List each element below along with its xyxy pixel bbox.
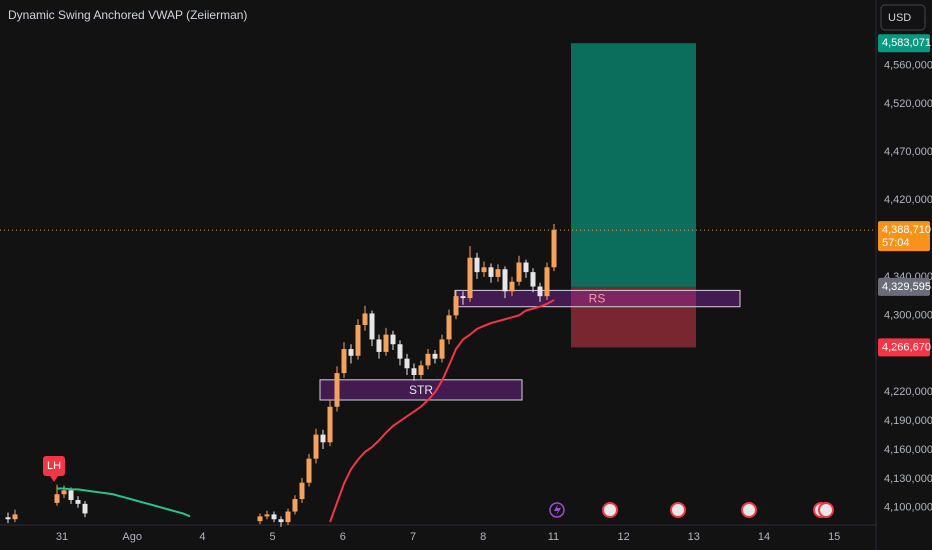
- candle-body: [341, 349, 347, 374]
- zone-label: STR: [409, 383, 433, 397]
- candle-body: [460, 296, 466, 299]
- candle-body: [418, 365, 424, 375]
- chart-title: Dynamic Swing Anchored VWAP (Zeiierman): [8, 8, 247, 22]
- candle-body: [313, 434, 319, 459]
- candle-body: [425, 353, 431, 366]
- candle-body: [432, 353, 438, 359]
- candle-body: [502, 269, 508, 292]
- candle-body: [12, 514, 18, 520]
- candle-body: [474, 257, 480, 273]
- candle-body: [390, 334, 396, 345]
- currency-button[interactable]: [880, 4, 926, 31]
- candle-body: [446, 315, 452, 340]
- x-tick-label: 14: [758, 531, 770, 543]
- candle-body: [327, 406, 333, 443]
- candle-body: [411, 368, 417, 375]
- candle-body: [481, 267, 487, 273]
- marker-label: LH: [47, 460, 61, 472]
- candle-body: [453, 296, 459, 316]
- y-tick-label: 4,560,000: [884, 59, 932, 71]
- y-tick-label: 4,130,000: [884, 473, 932, 485]
- event-icons: [549, 502, 834, 518]
- x-tick-label: Ago: [122, 531, 142, 543]
- x-tick-label: 5: [270, 531, 276, 543]
- target-badge: [878, 34, 930, 53]
- y-tick-label: 4,220,000: [884, 386, 932, 398]
- countdown-label: 57:04: [882, 237, 910, 249]
- last-price-label: 4,388,710: [882, 224, 931, 236]
- candle-body: [404, 358, 410, 369]
- candle-body: [271, 514, 277, 520]
- x-tick-label: 15: [828, 531, 840, 543]
- y-tick-label: 4,100,000: [884, 502, 932, 514]
- y-tick-label: 4,190,000: [884, 415, 932, 427]
- last-price-badge: [878, 221, 930, 252]
- y-tick-label: 4,520,000: [884, 98, 932, 110]
- candle-body: [75, 500, 81, 504]
- candle-body: [292, 499, 298, 512]
- stop-zone: [571, 286, 696, 348]
- currency-label: USD: [888, 12, 911, 24]
- candle-body: [467, 257, 473, 299]
- candle-body: [551, 229, 557, 268]
- zone: [319, 379, 523, 401]
- x-tick-label: 31: [56, 531, 68, 543]
- candle-body: [348, 349, 354, 356]
- candle-body: [397, 344, 403, 359]
- candle-body: [5, 517, 11, 520]
- candle-body: [82, 503, 88, 514]
- candle-body: [264, 514, 270, 517]
- entry-badge: [878, 277, 930, 296]
- target-zone: [571, 43, 696, 287]
- zone-label: RS: [589, 292, 606, 306]
- lh-marker: LH: [43, 456, 65, 482]
- vwap-line: [57, 487, 191, 518]
- candle-body: [355, 325, 361, 356]
- y-tick-label: 4,160,000: [884, 444, 932, 456]
- candle-body: [306, 458, 312, 483]
- candle-body: [544, 267, 550, 297]
- candle-body: [439, 339, 445, 359]
- x-tick-label: 7: [410, 531, 416, 543]
- candle-body: [537, 286, 543, 297]
- candle-body: [488, 267, 494, 277]
- candle-body: [334, 373, 340, 407]
- x-tick-label: 13: [688, 531, 700, 543]
- y-tick-label: 4,300,000: [884, 309, 932, 321]
- entry-label: 4,329,595: [882, 281, 931, 293]
- candle-body: [530, 272, 536, 287]
- candle-body: [376, 339, 382, 352]
- x-tick-label: 12: [617, 531, 629, 543]
- candle-body: [257, 516, 263, 522]
- target-label: 4,583,071: [882, 37, 931, 49]
- candle-body: [509, 281, 515, 292]
- candle-body: [362, 313, 368, 325]
- candle-body: [369, 313, 375, 340]
- x-tick-label: 6: [340, 531, 346, 543]
- candle-body: [383, 334, 389, 352]
- x-tick-label: 11: [548, 531, 559, 543]
- x-tick-label: 8: [480, 531, 486, 543]
- candle-body: [68, 490, 74, 500]
- candle-body: [61, 490, 67, 495]
- candle-body: [516, 262, 522, 282]
- x-tick-label: 4: [199, 531, 205, 543]
- candle-body: [299, 482, 305, 500]
- y-tick-label: 4,470,000: [884, 146, 932, 158]
- vwap-line: [329, 299, 555, 523]
- candle-body: [54, 494, 60, 503]
- candle-body: [278, 519, 284, 523]
- stop-label: 4,266,670: [882, 341, 931, 353]
- candle-body: [320, 434, 326, 443]
- candle-body: [523, 262, 529, 273]
- stop-badge: [878, 338, 930, 357]
- candle-body: [495, 269, 501, 277]
- y-tick-label: 4,420,000: [884, 194, 932, 206]
- candle-body: [285, 511, 291, 523]
